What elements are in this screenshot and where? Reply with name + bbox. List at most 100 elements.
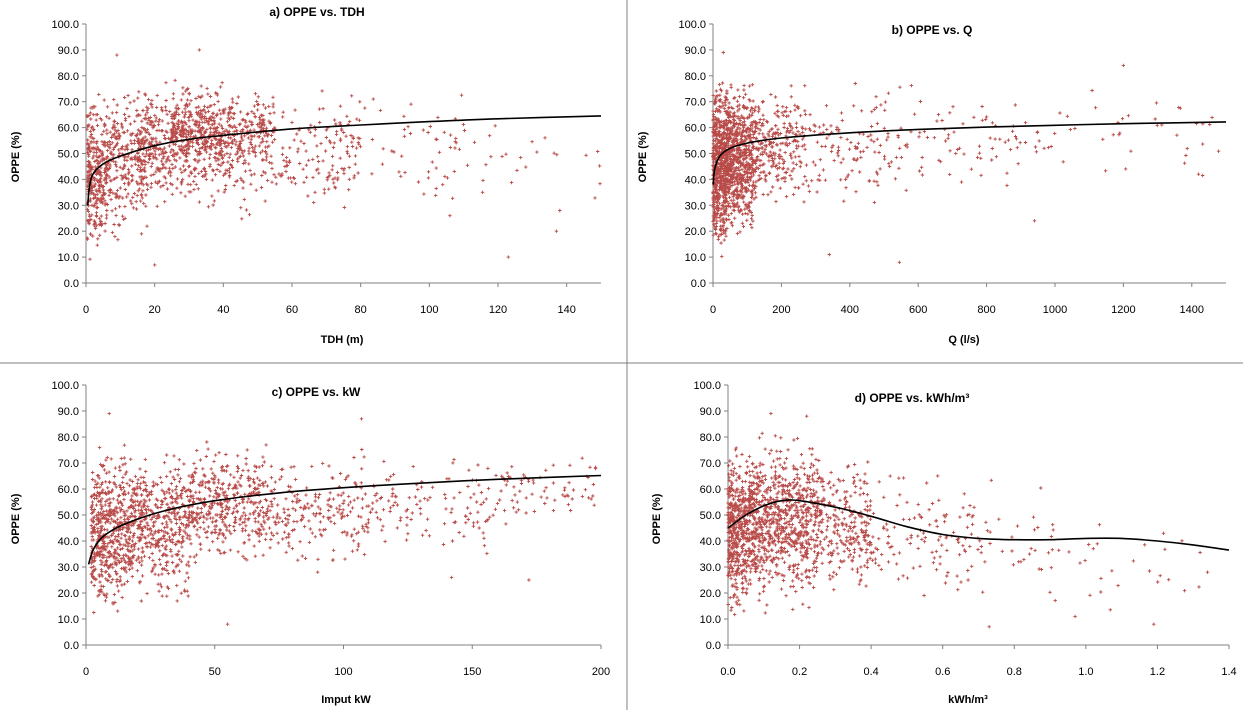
data-point <box>87 145 91 149</box>
data-point <box>165 594 169 598</box>
data-point <box>332 181 336 185</box>
data-point <box>783 150 787 155</box>
data-point <box>103 199 107 203</box>
data-point <box>85 180 90 184</box>
data-point <box>793 103 797 107</box>
data-point <box>345 151 350 155</box>
data-point <box>94 141 99 145</box>
data-point <box>797 154 801 159</box>
data-point <box>258 509 263 513</box>
y-tick-label: 50.0 <box>685 149 706 161</box>
data-point <box>307 158 311 162</box>
data-point <box>217 158 221 162</box>
data-point <box>121 166 126 170</box>
data-point <box>224 168 228 172</box>
data-point <box>409 102 413 106</box>
data-point <box>107 175 111 179</box>
data-point <box>105 132 109 136</box>
data-point <box>109 457 113 461</box>
data-point <box>347 154 352 158</box>
data-point <box>147 498 152 502</box>
data-point <box>112 119 117 123</box>
data-point <box>758 163 762 168</box>
data-point <box>203 145 207 149</box>
data-point <box>236 550 240 554</box>
data-point <box>847 147 852 151</box>
data-point <box>91 165 95 169</box>
data-point <box>160 543 164 548</box>
data-point <box>779 142 783 146</box>
data-point <box>157 557 162 562</box>
data-point <box>990 146 994 151</box>
data-point <box>750 226 754 230</box>
data-point <box>889 160 894 164</box>
data-point <box>212 459 216 464</box>
data-point <box>105 208 109 213</box>
data-point <box>93 226 98 231</box>
data-point <box>232 475 236 479</box>
data-point <box>95 496 99 501</box>
y-tick-label: 20.0 <box>58 226 79 238</box>
data-point <box>142 475 146 480</box>
data-point <box>406 125 410 129</box>
data-point <box>106 486 110 490</box>
data-point <box>125 158 129 163</box>
data-point <box>920 155 924 160</box>
data-point <box>104 181 109 185</box>
data-point <box>325 178 329 182</box>
data-point <box>247 533 251 537</box>
data-point <box>149 164 153 169</box>
data-point <box>789 84 793 88</box>
data-point <box>169 549 173 554</box>
data-point <box>220 81 224 85</box>
data-point <box>105 148 110 153</box>
data-point <box>86 138 90 142</box>
data-point <box>1042 146 1046 150</box>
data-point <box>793 155 797 159</box>
data-point <box>121 485 126 490</box>
data-point <box>205 440 209 444</box>
data-point <box>105 213 109 217</box>
data-point <box>95 197 100 201</box>
data-point <box>827 252 831 257</box>
data-point <box>803 112 808 117</box>
data-point <box>263 145 268 149</box>
data-point <box>241 521 245 525</box>
data-point <box>167 535 172 539</box>
data-point <box>790 169 794 173</box>
data-point <box>886 131 890 136</box>
data-point <box>242 511 246 515</box>
data-point <box>558 208 562 213</box>
data-point <box>147 157 152 161</box>
data-point <box>137 503 141 507</box>
data-point <box>94 224 99 228</box>
data-point <box>85 127 89 131</box>
data-point <box>102 157 107 162</box>
data-point <box>111 159 115 163</box>
data-point <box>312 200 316 205</box>
data-point <box>208 126 212 130</box>
data-point <box>95 206 99 210</box>
data-point <box>338 104 343 108</box>
data-point <box>802 200 806 204</box>
y-tick-label: 80.0 <box>58 71 79 83</box>
data-point <box>117 222 121 227</box>
data-point <box>210 520 215 524</box>
data-point <box>157 117 162 122</box>
data-point <box>106 162 110 166</box>
data-point <box>92 204 96 208</box>
data-point <box>1033 145 1038 149</box>
data-point <box>139 199 143 203</box>
data-point <box>85 150 90 155</box>
data-point <box>115 498 120 502</box>
data-point <box>922 129 927 134</box>
data-point <box>844 186 848 190</box>
data-point <box>100 151 104 156</box>
data-point <box>96 237 100 241</box>
data-point <box>197 490 202 494</box>
data-point <box>347 165 351 170</box>
data-point <box>215 167 219 172</box>
data-point <box>217 451 221 455</box>
data-point <box>161 156 165 161</box>
data-point <box>489 155 493 159</box>
